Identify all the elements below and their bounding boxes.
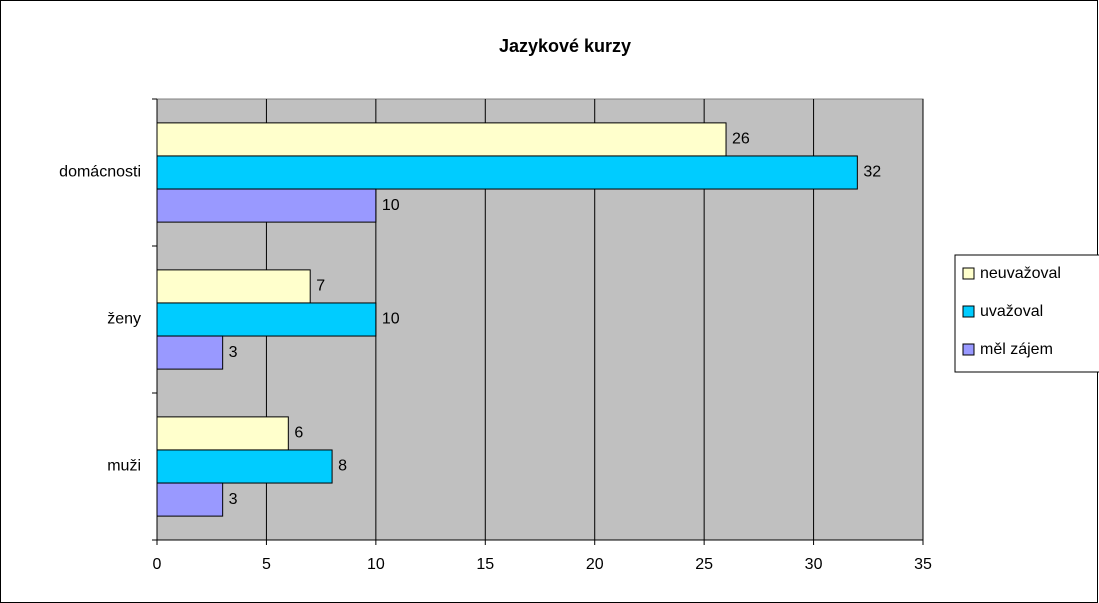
bar xyxy=(156,122,727,157)
data-label: 10 xyxy=(382,311,400,328)
legend-swatch xyxy=(962,343,975,356)
x-tick-label: 20 xyxy=(586,556,604,573)
legend-swatch xyxy=(962,305,975,318)
legend-label: měl zájem xyxy=(980,341,1053,358)
data-label: 3 xyxy=(229,491,238,508)
bar xyxy=(156,302,377,337)
y-tick-label: domácnosti xyxy=(59,164,141,181)
bar xyxy=(156,335,224,370)
x-tick-label: 35 xyxy=(914,556,932,573)
legend-label: uvažoval xyxy=(980,303,1043,320)
x-tick-label: 10 xyxy=(367,556,385,573)
data-label: 32 xyxy=(863,164,881,181)
y-tick-label: ženy xyxy=(107,311,141,328)
x-tick-label: 30 xyxy=(805,556,823,573)
data-label: 26 xyxy=(732,131,750,148)
legend-swatch xyxy=(962,267,975,280)
x-tick-label: 15 xyxy=(476,556,494,573)
x-tick-label: 25 xyxy=(695,556,713,573)
bar xyxy=(156,188,377,223)
legend-box xyxy=(954,254,1099,373)
x-tick-label: 5 xyxy=(262,556,271,573)
data-label: 8 xyxy=(338,458,347,475)
data-label: 10 xyxy=(382,197,400,214)
bar xyxy=(156,155,858,190)
data-label: 7 xyxy=(316,278,325,295)
chart-title: Jazykové kurzy xyxy=(499,36,631,56)
legend-label: neuvažoval xyxy=(980,265,1061,282)
bar xyxy=(156,482,224,517)
x-tick-label: 0 xyxy=(153,556,162,573)
bar xyxy=(156,416,289,451)
data-label: 3 xyxy=(229,344,238,361)
data-label: 6 xyxy=(294,425,303,442)
bar xyxy=(156,269,311,304)
bar xyxy=(156,449,333,484)
y-tick-label: muži xyxy=(107,458,141,475)
